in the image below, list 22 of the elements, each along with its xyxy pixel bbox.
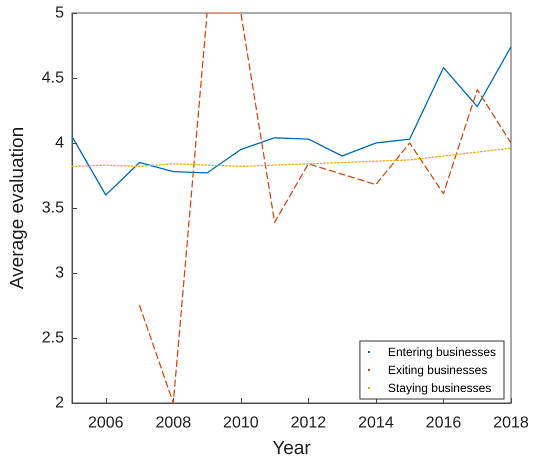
- x-tick-label: 2018: [493, 414, 529, 432]
- x-tick-label: 2010: [223, 414, 259, 432]
- y-tick-label: 5: [55, 4, 64, 22]
- line-series: [138, 12, 512, 404]
- x-axis-title: Year: [272, 438, 312, 459]
- line-series: [71, 148, 512, 168]
- legend-label: Exiting businesses: [388, 363, 488, 377]
- y-tick-label: 4.5: [42, 70, 64, 86]
- legend-label: Entering businesses: [388, 345, 496, 359]
- x-tick-label: 2006: [88, 414, 124, 432]
- line-series: [71, 46, 512, 196]
- y-tick-label: 3: [55, 264, 64, 282]
- y-tick-label: 3.5: [42, 200, 64, 216]
- x-tick-label: 2012: [290, 414, 326, 432]
- y-tick-label: 2.5: [42, 330, 64, 346]
- y-axis-title: Average evaluation: [7, 126, 28, 290]
- legend-label: Staying businesses: [388, 381, 492, 395]
- x-tick-label: 2016: [426, 414, 462, 432]
- x-tick-label: 2014: [358, 414, 394, 432]
- y-tick-label: 2: [55, 394, 64, 412]
- y-tick-label: 4: [55, 134, 64, 152]
- x-tick-label: 2008: [156, 414, 192, 432]
